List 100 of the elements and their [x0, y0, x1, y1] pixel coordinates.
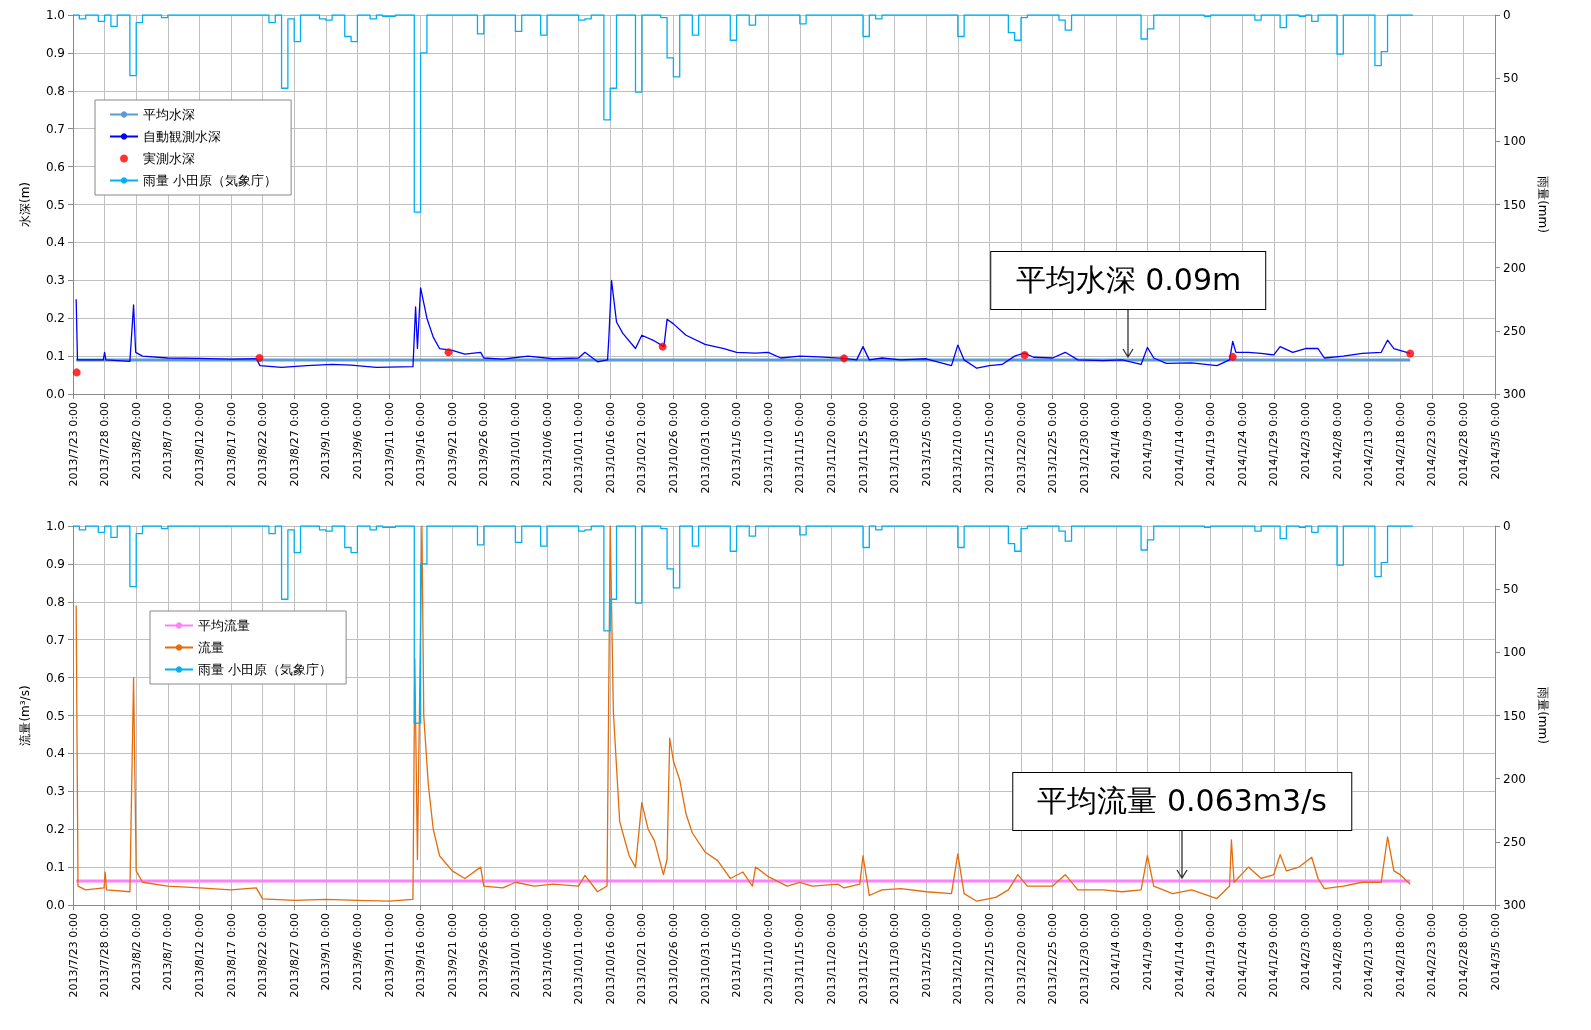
x-tick-label: 2013/12/20 0:00	[1014, 913, 1028, 1005]
y2-tick-label: 100	[1503, 134, 1526, 149]
x-tick-label: 2013/8/22 0:00	[256, 913, 270, 998]
y2-tick-label: 50	[1503, 582, 1519, 597]
y-tick-label: 0.9	[45, 556, 65, 571]
x-tick-label: 2014/1/19 0:00	[1204, 402, 1218, 487]
x-tick-label: 2014/1/19 0:00	[1204, 913, 1218, 998]
legend-label: 雨量 小田原（気象庁）	[198, 662, 333, 677]
x-tick-label: 2014/2/23 0:00	[1425, 913, 1439, 998]
y2-tick-label: 300	[1503, 387, 1526, 401]
x-tick-label: 2013/12/30 0:00	[1077, 402, 1091, 494]
x-tick-label: 2013/10/16 0:00	[603, 402, 617, 494]
y2-tick-label: 300	[1503, 898, 1526, 912]
y2-tick-label: 0	[1503, 519, 1511, 533]
y-tick-label: 0.3	[45, 784, 65, 799]
x-tick-label: 2013/10/1 0:00	[508, 402, 522, 487]
annotation: 平均水深 0.09m	[990, 250, 1267, 310]
point	[1228, 352, 1237, 361]
x-tick-label: 2013/10/16 0:00	[603, 913, 617, 1005]
x-tick-label: 2014/2/13 0:00	[1362, 913, 1376, 998]
y-tick-label: 0.2	[45, 311, 65, 326]
y-tick-label: 0.2	[45, 822, 65, 837]
x-tick-label: 2013/8/22 0:00	[256, 402, 270, 487]
y2-tick-label: 200	[1503, 771, 1526, 786]
x-tick-label: 2013/8/7 0:00	[161, 913, 175, 991]
x-tick-label: 2013/9/16 0:00	[414, 402, 428, 487]
point	[444, 348, 453, 357]
x-tick-label: 2014/2/18 0:00	[1393, 913, 1407, 998]
x-tick-label: 2013/10/26 0:00	[666, 402, 680, 494]
y-tick-label: 0.4	[45, 746, 65, 761]
x-tick-label: 2014/1/24 0:00	[1235, 402, 1249, 487]
x-tick-label: 2013/9/6 0:00	[350, 402, 364, 480]
y2-tick-label: 150	[1503, 197, 1526, 212]
x-tick-label: 2013/9/1 0:00	[319, 913, 333, 991]
x-tick-label: 2014/1/14 0:00	[1172, 402, 1186, 487]
y-tick-label: 0.7	[45, 121, 65, 136]
y2-tick-label: 150	[1503, 708, 1526, 723]
point	[1406, 349, 1415, 358]
x-tick-label: 2013/9/11 0:00	[382, 402, 396, 487]
x-tick-label: 2013/9/21 0:00	[445, 913, 459, 998]
y2-tick-label: 250	[1503, 834, 1526, 849]
y-tick-label: 0.9	[45, 45, 65, 60]
x-tick-label: 2014/1/4 0:00	[1109, 913, 1123, 991]
x-tick-label: 2013/10/21 0:00	[635, 402, 649, 494]
x-tick-label: 2013/10/26 0:00	[666, 913, 680, 1005]
line-series	[75, 525, 1411, 902]
x-tick-label: 2014/2/3 0:00	[1298, 402, 1312, 480]
x-tick-label: 2013/12/5 0:00	[919, 402, 933, 487]
x-tick-label: 2014/2/28 0:00	[1456, 913, 1470, 998]
x-tick-label: 2013/7/23 0:00	[66, 913, 80, 998]
x-tick-label: 2013/8/17 0:00	[224, 402, 238, 487]
x-tick-label: 2014/2/23 0:00	[1425, 402, 1439, 487]
x-tick-label: 2014/1/24 0:00	[1235, 913, 1249, 998]
x-tick-label: 2013/8/17 0:00	[224, 913, 238, 998]
legend-label: 平均流量	[198, 618, 250, 633]
y2-tick-label: 200	[1503, 260, 1526, 275]
x-tick-label: 2013/8/27 0:00	[287, 913, 301, 998]
x-tick-label: 2013/8/7 0:00	[161, 402, 175, 480]
x-tick-label: 2013/10/31 0:00	[698, 402, 712, 494]
x-tick-label: 2013/7/28 0:00	[98, 402, 112, 487]
x-tick-label: 2013/11/15 0:00	[793, 402, 807, 494]
x-tick-label: 2013/9/16 0:00	[414, 913, 428, 998]
y-tick-label: 0.5	[45, 197, 65, 212]
x-tick-label: 2014/3/5 0:00	[1488, 913, 1502, 991]
y2-tick-label: 250	[1503, 323, 1526, 338]
x-tick-label: 2013/10/11 0:00	[572, 402, 586, 494]
point	[72, 368, 81, 377]
y-tick-label: 1.0	[45, 8, 65, 22]
x-tick-label: 2013/9/26 0:00	[477, 913, 491, 998]
x-tick-label: 2013/11/5 0:00	[730, 402, 744, 487]
x-tick-label: 2013/8/12 0:00	[192, 913, 206, 998]
y-tick-label: 0.6	[45, 159, 65, 174]
y-tick-label: 0.8	[45, 83, 65, 98]
x-tick-label: 2013/12/10 0:00	[951, 402, 965, 494]
y-tick-label: 0.4	[45, 235, 65, 250]
legend-label: 流量	[198, 640, 224, 655]
x-tick-label: 2013/10/11 0:00	[572, 913, 586, 1005]
point	[1020, 350, 1029, 359]
x-tick-label: 2013/10/6 0:00	[540, 913, 554, 998]
x-tick-label: 2013/11/30 0:00	[888, 913, 902, 1005]
x-tick-label: 2013/11/25 0:00	[856, 913, 870, 1005]
x-tick-label: 2013/11/30 0:00	[888, 402, 902, 494]
x-tick-label: 2013/8/2 0:00	[129, 402, 143, 480]
x-tick-label: 2013/12/15 0:00	[982, 402, 996, 494]
x-tick-label: 2013/9/26 0:00	[477, 402, 491, 487]
y-tick-label: 0.0	[45, 387, 65, 401]
y2-tick-label: 0	[1503, 8, 1511, 22]
x-tick-label: 2013/9/6 0:00	[350, 913, 364, 991]
x-tick-label: 2013/12/30 0:00	[1077, 913, 1091, 1005]
y-tick-label: 1.0	[45, 519, 65, 533]
x-tick-label: 2013/10/31 0:00	[698, 913, 712, 1005]
x-tick-label: 2013/8/27 0:00	[287, 402, 301, 487]
x-tick-label: 2013/12/20 0:00	[1014, 402, 1028, 494]
x-tick-label: 2013/7/28 0:00	[98, 913, 112, 998]
x-tick-label: 2013/11/15 0:00	[793, 913, 807, 1005]
y2-axis-title: 雨量(mm)	[1536, 176, 1550, 233]
x-tick-label: 2013/11/5 0:00	[730, 913, 744, 998]
x-tick-label: 2013/11/10 0:00	[761, 402, 775, 494]
legend-label: 雨量 小田原（気象庁）	[143, 173, 278, 188]
x-tick-label: 2013/12/5 0:00	[919, 913, 933, 998]
